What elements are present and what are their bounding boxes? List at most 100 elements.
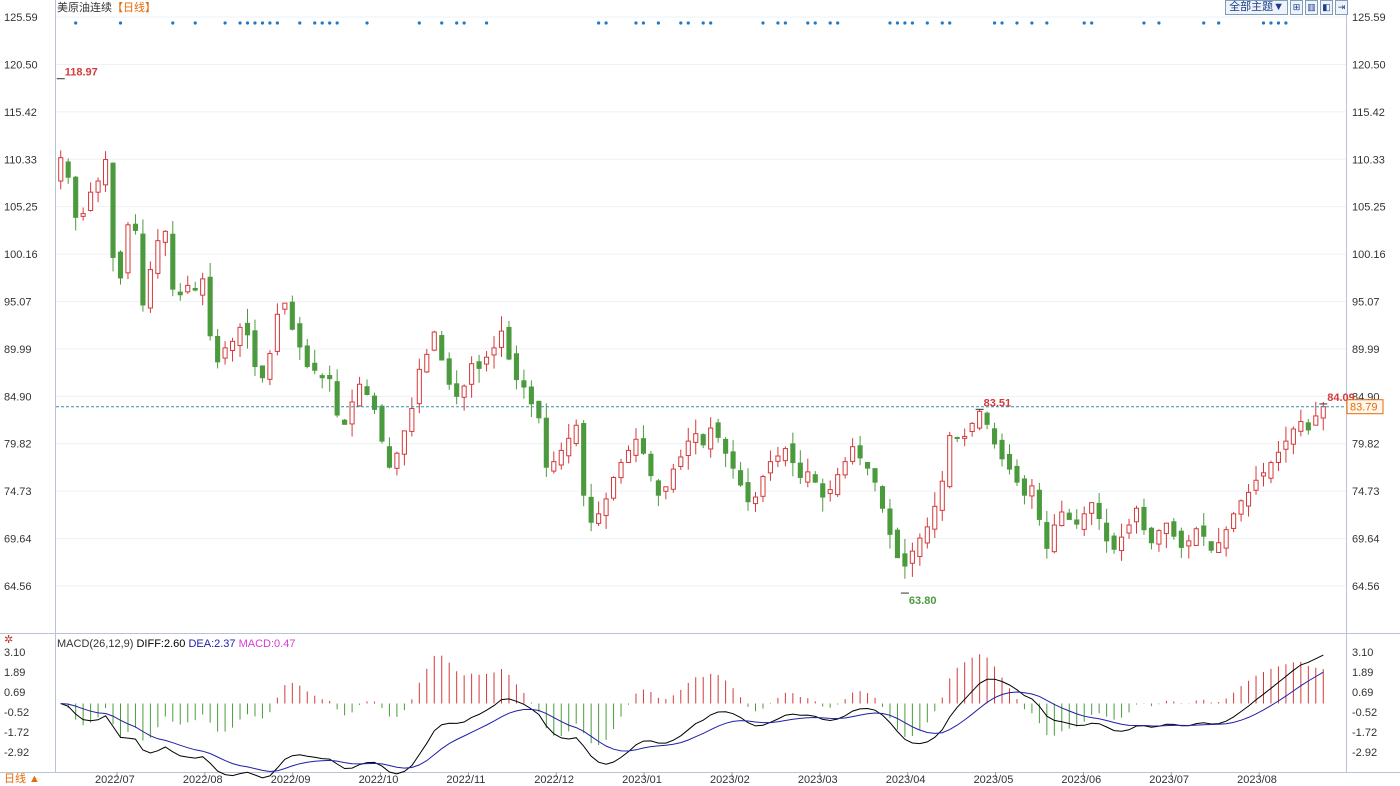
candle-body <box>1074 519 1080 525</box>
event-dot <box>455 21 459 25</box>
candle-body <box>633 438 639 456</box>
candle-body <box>805 471 811 483</box>
x-tick-label: 2023/06 <box>1061 774 1101 786</box>
diff-line <box>60 654 1324 779</box>
event-dot <box>268 21 272 25</box>
columns-icon[interactable]: ▥ <box>1305 0 1318 15</box>
candle-body <box>73 176 79 218</box>
event-dot <box>1090 21 1094 25</box>
arrow-right-icon[interactable]: ⇥ <box>1335 0 1348 15</box>
candle-body <box>670 468 676 490</box>
candle-body <box>244 322 251 336</box>
candle-body <box>558 449 564 466</box>
event-dot <box>328 21 332 25</box>
candle-body <box>932 505 938 530</box>
candle-body <box>327 375 333 380</box>
candle-body <box>865 461 871 469</box>
price-tick-label: 125.59 <box>4 12 38 24</box>
candle-body <box>319 375 325 379</box>
candle-body <box>663 486 669 492</box>
candle-body <box>977 410 983 429</box>
candle-body <box>969 422 975 432</box>
event-dot <box>709 21 713 25</box>
macd-settings-icon[interactable]: ✲ <box>4 634 13 646</box>
candle-body <box>596 513 602 524</box>
macd-tick-label: -2.92 <box>1352 747 1377 759</box>
candle-body <box>1089 502 1095 514</box>
candle-body <box>349 401 355 425</box>
x-tick-label: 2022/12 <box>534 774 574 786</box>
candle-body <box>282 302 288 310</box>
annotation-label: 118.97 <box>65 67 98 79</box>
event-dot <box>992 21 997 25</box>
candle-body <box>379 405 385 442</box>
candle-body <box>999 439 1005 460</box>
candle-body <box>484 356 490 365</box>
grid-icon[interactable]: ⊞ <box>1290 0 1303 15</box>
candles <box>58 150 1326 579</box>
candle-body <box>170 233 176 290</box>
candle-body <box>581 423 587 496</box>
event-dot <box>925 21 929 25</box>
candle-body <box>88 191 94 211</box>
candle-body <box>416 368 422 405</box>
x-tick-label: 2023/05 <box>974 774 1014 786</box>
period-tab[interactable]: 日线 ▲ <box>4 773 40 785</box>
candle-body <box>80 213 86 217</box>
candle-body <box>1111 535 1117 550</box>
candle-body <box>215 335 221 363</box>
candle-body <box>902 553 908 567</box>
event-dot <box>238 21 242 25</box>
chart-toolbar: 全部主题▼ ⊞ ▥ ◧ ⇥ <box>1225 0 1348 15</box>
candle-body <box>879 486 886 509</box>
price-tick-label: 95.07 <box>1352 297 1380 309</box>
candle-body <box>812 474 818 483</box>
candle-body <box>1051 524 1057 553</box>
candle-body <box>835 474 841 496</box>
price-tick-label: 95.07 <box>4 297 32 309</box>
candle-body <box>745 482 751 503</box>
candle-body <box>185 284 191 293</box>
price-axis-left: 125.59 120.50 115.42 110.33 105.25 100.16 95.0… <box>4 12 38 593</box>
event-dot <box>895 21 900 25</box>
candle-body <box>461 385 467 398</box>
macd-tick-label: -1.72 <box>4 727 29 739</box>
price-tick-label: 115.42 <box>1352 107 1385 119</box>
candle-body <box>304 345 310 368</box>
theme-dropdown-button[interactable]: 全部主题▼ <box>1225 0 1288 15</box>
event-dot <box>1261 21 1266 25</box>
candle-body <box>58 157 64 182</box>
candle-body <box>230 340 236 352</box>
candle-body <box>476 361 482 369</box>
macd-axis-left: 3.10 1.89 0.69 -0.52 -1.72 -2.92 <box>4 647 29 759</box>
candle-body <box>364 386 370 395</box>
candle-body <box>954 436 960 439</box>
event-dot <box>1030 21 1034 25</box>
candle-body <box>521 380 527 388</box>
price-tick-label: 89.99 <box>4 344 32 356</box>
macd-tick-label: 3.10 <box>1352 647 1373 659</box>
dea-line <box>60 671 1324 773</box>
price-tick-label: 79.82 <box>1352 439 1380 451</box>
price-tick-label: 105.25 <box>1352 202 1386 214</box>
x-tick-label: 2023/04 <box>886 774 926 786</box>
price-tick-label: 74.73 <box>1352 486 1380 498</box>
price-tick-label: 105.25 <box>4 202 38 214</box>
price-tick-label: 120.50 <box>4 59 38 71</box>
candle-body <box>924 526 930 544</box>
candle-body <box>984 412 990 425</box>
candle-body <box>1081 513 1087 530</box>
event-dot <box>1045 21 1049 25</box>
candle-body <box>551 461 557 472</box>
price-tick-label: 79.82 <box>4 439 32 451</box>
candle-body <box>1260 472 1267 477</box>
event-dot <box>417 21 421 25</box>
candle-body <box>857 445 863 459</box>
price-tick-label: 89.99 <box>1352 344 1380 356</box>
candle-body <box>252 330 258 368</box>
expand-icon[interactable]: ◧ <box>1320 0 1333 15</box>
event-dot <box>462 21 466 25</box>
candle-body <box>894 529 900 559</box>
macd-tick-label: 0.69 <box>1352 687 1373 699</box>
